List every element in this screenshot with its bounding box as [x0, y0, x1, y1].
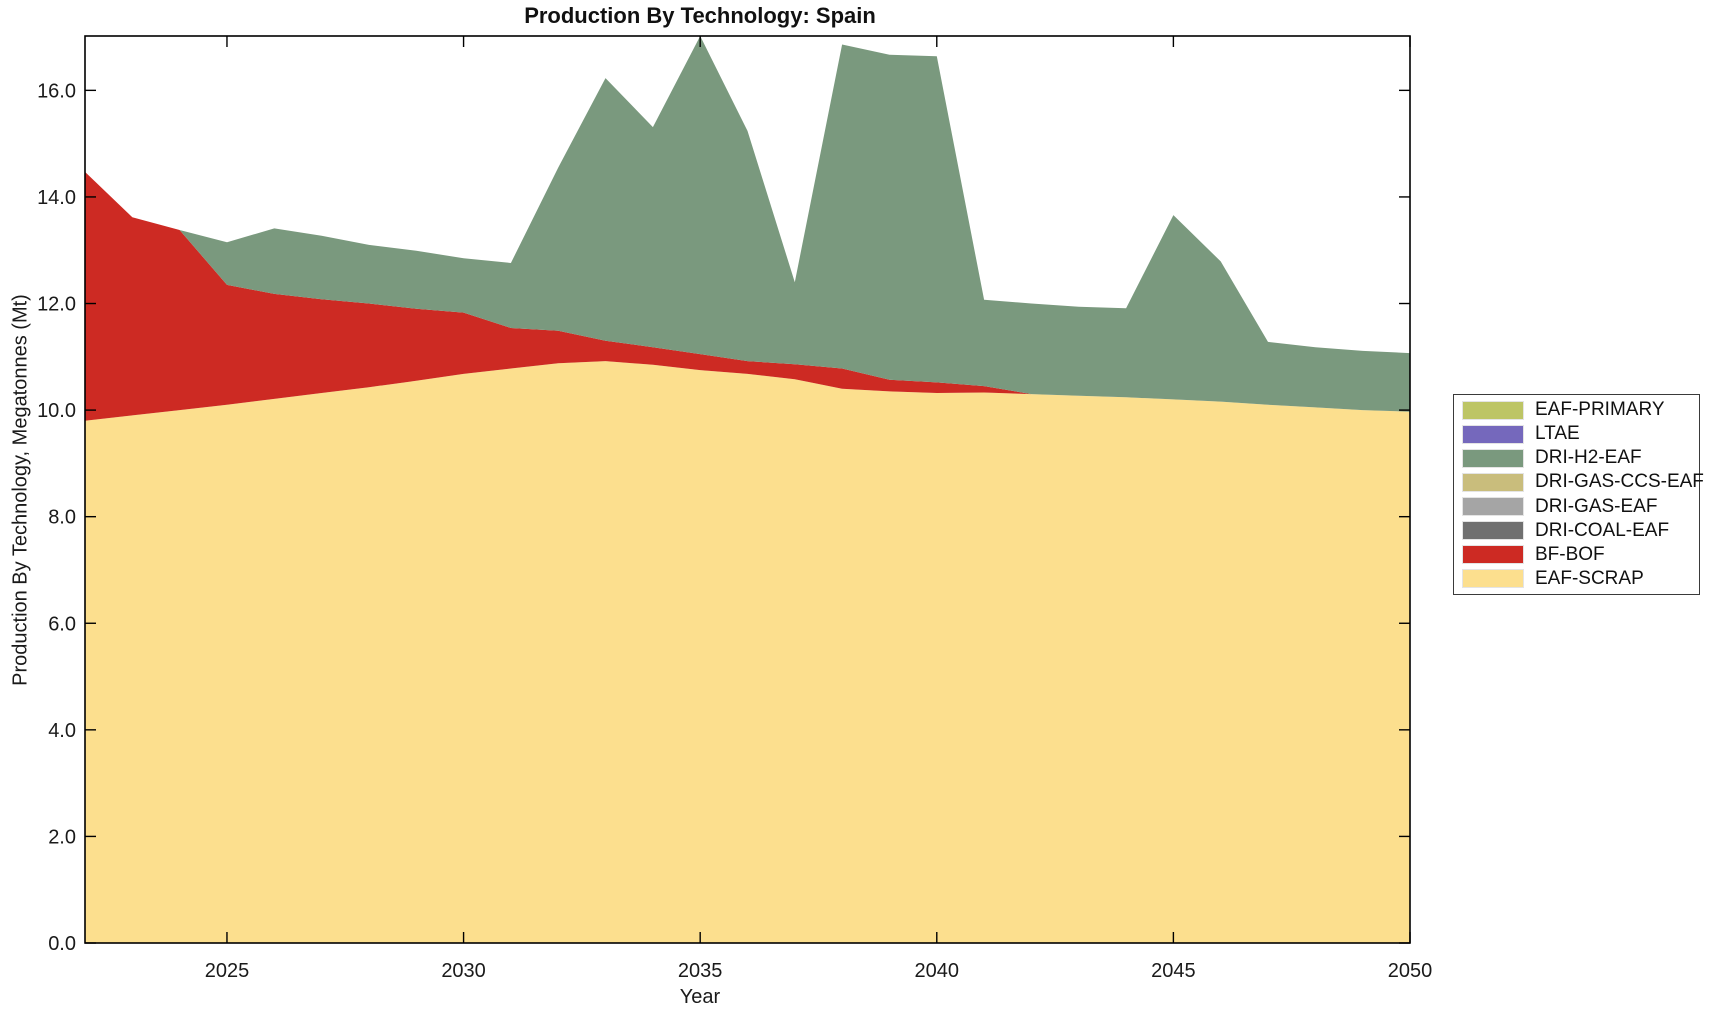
x-tick-label: 2035 [678, 960, 723, 982]
y-tick-label: 0.0 [48, 933, 76, 955]
legend-swatch [1462, 400, 1524, 420]
legend-swatch [1462, 497, 1524, 517]
legend-swatch [1462, 448, 1524, 468]
y-tick-label: 14.0 [37, 187, 76, 209]
x-tick-label: 2050 [1388, 960, 1433, 982]
y-axis-label: Production By Technology, Megatonnes (Mt… [9, 294, 32, 686]
legend-label: DRI-GAS-CCS-EAF [1535, 471, 1704, 493]
legend-swatch [1462, 545, 1524, 565]
legend-label: BF-BOF [1535, 543, 1605, 565]
legend-label: EAF-SCRAP [1535, 567, 1644, 589]
area-BF-BOF [85, 171, 1410, 421]
legend-box: EAF-PRIMARY LTAE DRI-H2-EAF DRI-GAS-CCS-EAF… [1453, 394, 1704, 595]
area-EAF-SCRAP [85, 361, 1410, 944]
chart-title: Production By Technology: Spain [524, 3, 876, 28]
legend-item-dri-coal-eaf: DRI-COAL-EAF [1454, 520, 1699, 542]
legend-item-dri-gas-eaf: DRI-GAS-EAF [1454, 496, 1699, 518]
legend-item-dri-gas-ccs-eaf: DRI-GAS-CCS-EAF [1454, 471, 1704, 493]
legend-item-ltae: LTAE [1454, 423, 1699, 445]
legend-swatch [1462, 569, 1524, 589]
legend-swatch [1462, 424, 1524, 444]
legend-label: EAF-PRIMARY [1535, 399, 1665, 421]
legend-swatch [1462, 472, 1524, 492]
legend-item-dri-h2-eaf: DRI-H2-EAF [1454, 447, 1699, 469]
x-tick-label: 2040 [915, 960, 960, 982]
x-tick-label: 2030 [441, 960, 486, 982]
x-axis-label: Year [679, 986, 721, 1008]
legend-label: DRI-COAL-EAF [1535, 519, 1670, 541]
legend-label: DRI-H2-EAF [1535, 447, 1642, 469]
legend-swatch [1462, 521, 1524, 541]
legend-label: DRI-GAS-EAF [1535, 495, 1658, 517]
legend-item-bf-bof: BF-BOF [1454, 544, 1699, 566]
y-tick-label: 6.0 [48, 613, 76, 635]
y-tick-label: 4.0 [48, 720, 76, 742]
y-tick-label: 16.0 [37, 80, 76, 102]
y-tick-label: 12.0 [37, 294, 76, 316]
x-tick-label: 2025 [205, 960, 250, 982]
y-tick-label: 2.0 [48, 826, 76, 848]
legend-label: LTAE [1535, 423, 1580, 445]
y-tick-label: 10.0 [37, 400, 76, 422]
y-tick-label: 8.0 [48, 507, 76, 529]
plot-frame [84, 35, 1411, 944]
legend-item-eaf-scrap: EAF-SCRAP [1454, 568, 1699, 590]
area-DRI-H2-EAF [85, 36, 1410, 412]
legend-item-eaf-primary: EAF-PRIMARY [1454, 399, 1699, 421]
x-tick-label: 2045 [1151, 960, 1196, 982]
